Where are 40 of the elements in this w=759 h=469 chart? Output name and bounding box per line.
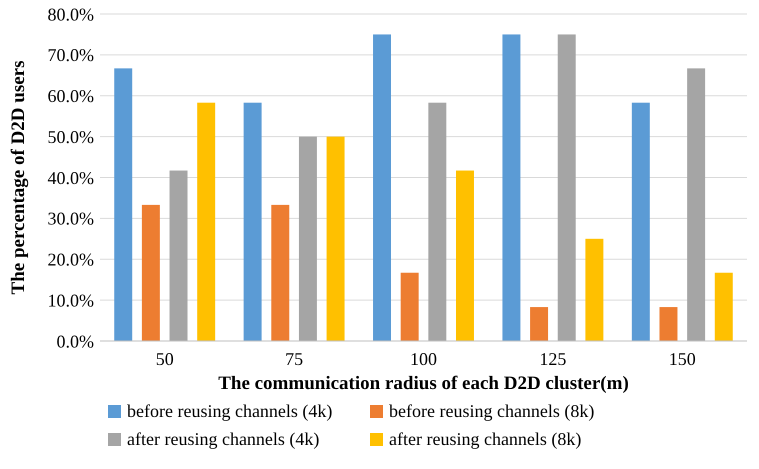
- y-axis-title: The percentage of D2D users: [8, 60, 29, 294]
- y-tick-label: 40.0%: [48, 168, 94, 188]
- y-tick-label: 50.0%: [48, 126, 94, 147]
- bar: [326, 136, 345, 341]
- bar: [271, 204, 290, 341]
- y-tick-label: 10.0%: [48, 290, 94, 310]
- y-tick-label: 20.0%: [48, 250, 94, 270]
- bar: [400, 272, 419, 341]
- bar: [197, 102, 216, 341]
- x-tick-label: 75: [285, 349, 304, 369]
- legend-label: before reusing channels (4k): [127, 401, 332, 421]
- bar: [142, 204, 160, 341]
- x-tick-label: 150: [668, 349, 696, 369]
- y-tick-label: 60.0%: [48, 86, 94, 106]
- bar: [585, 238, 604, 341]
- bar: [170, 170, 188, 341]
- bar: [502, 34, 520, 341]
- bar: [659, 307, 678, 341]
- y-tick-label: 80.0%: [48, 4, 94, 24]
- bar: [244, 102, 262, 341]
- bar: [530, 307, 548, 341]
- x-axis-title: The communication radius of each D2D cluster(m): [218, 373, 629, 394]
- bar: [428, 102, 446, 341]
- bar: [558, 34, 576, 341]
- bar: [298, 136, 317, 341]
- x-tick-label: 125: [539, 349, 566, 369]
- y-tick-label: 30.0%: [48, 208, 94, 229]
- bar: [114, 68, 132, 341]
- legend-label: after reusing channels (8k): [389, 429, 582, 449]
- bar: [714, 272, 733, 341]
- legend-label: before reusing channels (8k): [389, 401, 594, 421]
- bar: [632, 102, 650, 341]
- bar: [373, 34, 392, 341]
- y-tick-label: 0.0%: [56, 331, 94, 352]
- x-tick-label: 100: [410, 349, 437, 369]
- bar: [687, 68, 706, 341]
- y-tick-label: 70.0%: [48, 45, 94, 66]
- bar: [456, 170, 474, 341]
- legend-label: after reusing channels (4k): [127, 429, 320, 449]
- x-tick-label: 50: [156, 349, 174, 369]
